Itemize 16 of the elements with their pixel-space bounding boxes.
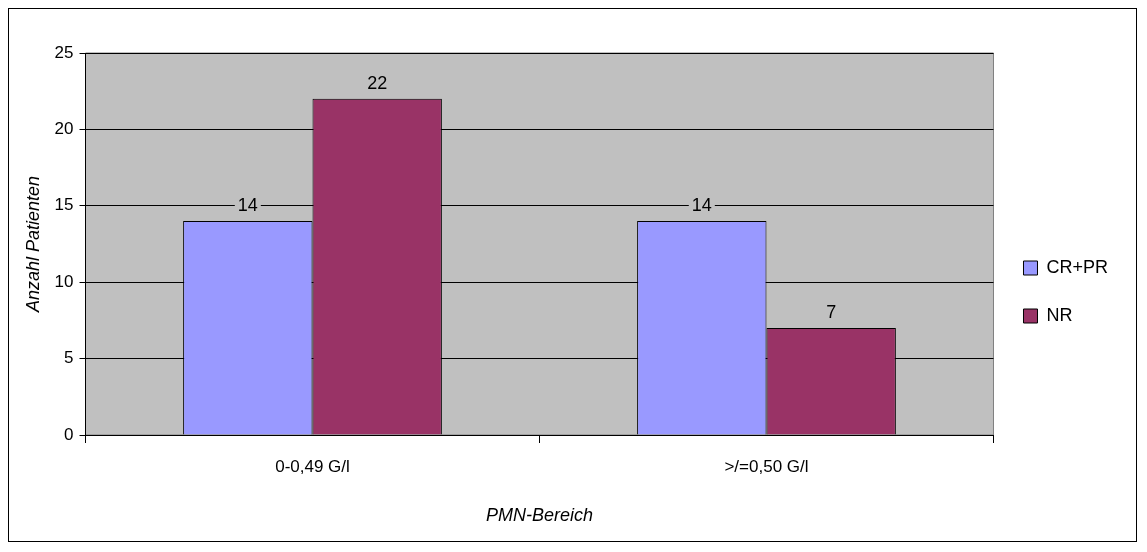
- x-tick-label: 0-0,49 G/l: [275, 456, 350, 476]
- y-tick-label: 20: [54, 119, 74, 139]
- data-label: 22: [367, 72, 388, 93]
- y-tick-label: 5: [64, 348, 74, 368]
- x-axis-title: PMN-Bereich: [485, 505, 594, 526]
- y-tick-label: 25: [54, 42, 74, 62]
- y-tick-label: 10: [54, 271, 74, 291]
- x-tick-label: >/=0,50 G/l: [724, 456, 809, 476]
- legend-label: CR+PR: [1046, 256, 1108, 277]
- data-label: 14: [691, 195, 712, 216]
- data-label: 7: [826, 302, 837, 323]
- legend-label: NR: [1046, 304, 1073, 325]
- data-label: 14: [237, 195, 258, 216]
- y-tick-label: 0: [64, 424, 74, 444]
- y-axis-title: Anzahl Patienten: [22, 175, 43, 314]
- y-tick-label: 15: [54, 195, 74, 215]
